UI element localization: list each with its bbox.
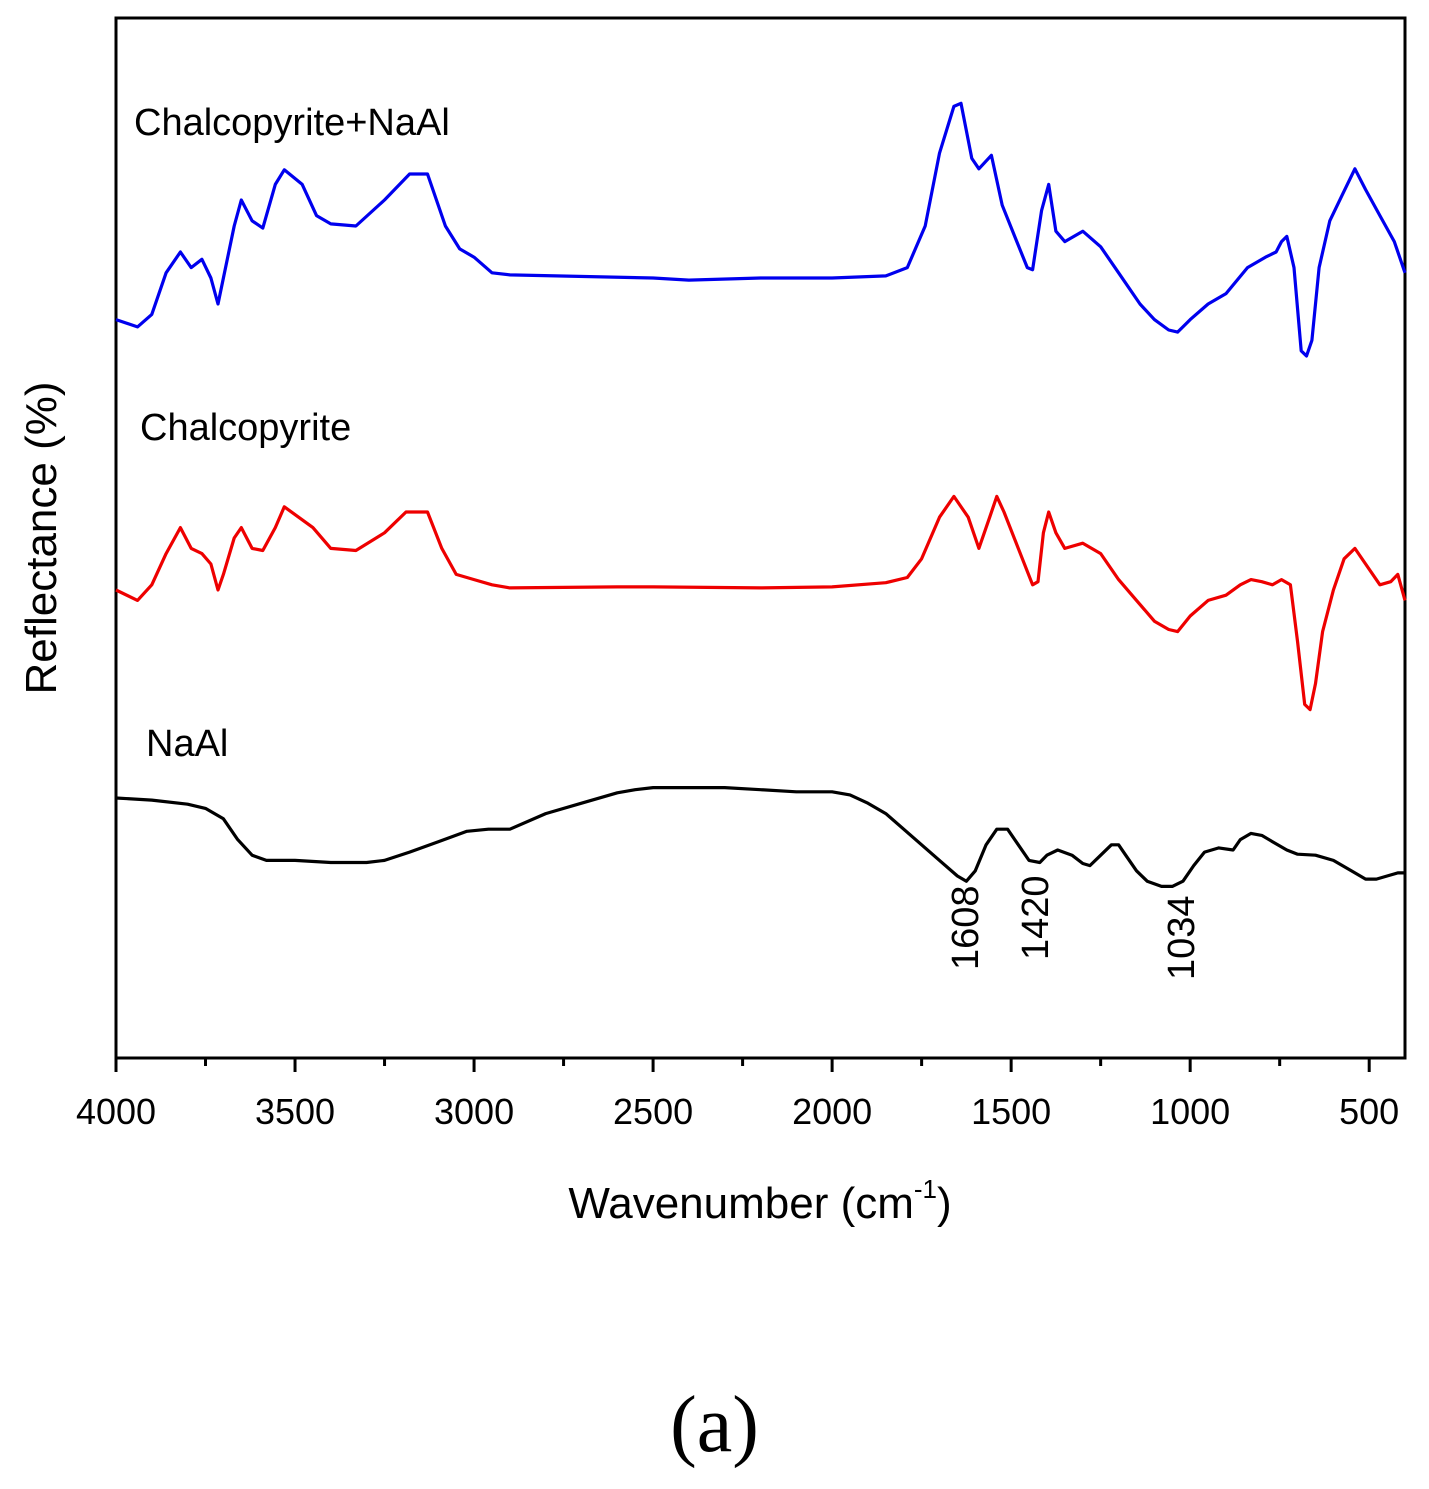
- series-line-chalcopyrite: [115, 494, 1407, 712]
- tick-layer: 4000 3500 3000 2500 2000 1500 1000 500: [76, 1058, 1399, 1132]
- peak-label-1034: 1034: [1161, 895, 1203, 980]
- x-axis-title-close: ): [937, 1179, 952, 1228]
- peak-label-1420: 1420: [1015, 875, 1057, 960]
- series-line-chalcopyrite-naal: [115, 101, 1407, 358]
- x-tick-label: 3500: [255, 1091, 335, 1132]
- series-label-chalcopyrite-naal: Chalcopyrite+NaAl: [134, 102, 450, 144]
- plot-frame: [114, 16, 1407, 1060]
- x-tick-label: 3000: [434, 1091, 514, 1132]
- series-label-chalcopyrite: Chalcopyrite: [140, 407, 351, 449]
- x-tick-label: 500: [1339, 1091, 1399, 1132]
- x-tick-label: 1500: [971, 1091, 1051, 1132]
- x-tick-label: 1000: [1150, 1091, 1230, 1132]
- series-label-naal: NaAl: [146, 723, 228, 765]
- panel-label: (a): [670, 1381, 759, 1469]
- x-axis-title-main: Wavenumber (cm: [568, 1179, 914, 1228]
- x-tick-label: 2000: [792, 1091, 872, 1132]
- series-line-naal: [115, 786, 1405, 888]
- ftir-chart: 4000 3500 3000 2500 2000 1500 1000 500 Chalcopy…: [17, 16, 1407, 1228]
- x-axis-title: Wavenumber (cm-1): [568, 1174, 951, 1228]
- y-axis-title: Reflectance (%): [17, 381, 66, 694]
- peak-label-1608: 1608: [945, 885, 987, 970]
- x-tick-label: 4000: [76, 1091, 156, 1132]
- series-layer: [115, 101, 1407, 888]
- x-tick-label: 2500: [613, 1091, 693, 1132]
- x-axis-title-superscript: -1: [914, 1174, 937, 1204]
